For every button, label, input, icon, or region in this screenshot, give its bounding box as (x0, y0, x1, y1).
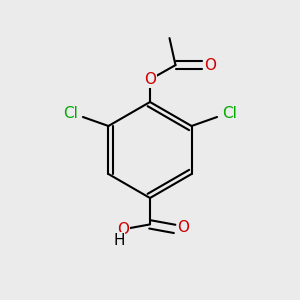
Text: O: O (204, 58, 216, 73)
Text: Cl: Cl (63, 106, 78, 122)
Text: Cl: Cl (222, 106, 237, 122)
Text: O: O (178, 220, 190, 235)
Text: O: O (144, 72, 156, 87)
Text: H: H (113, 233, 124, 248)
Text: O: O (117, 222, 129, 237)
